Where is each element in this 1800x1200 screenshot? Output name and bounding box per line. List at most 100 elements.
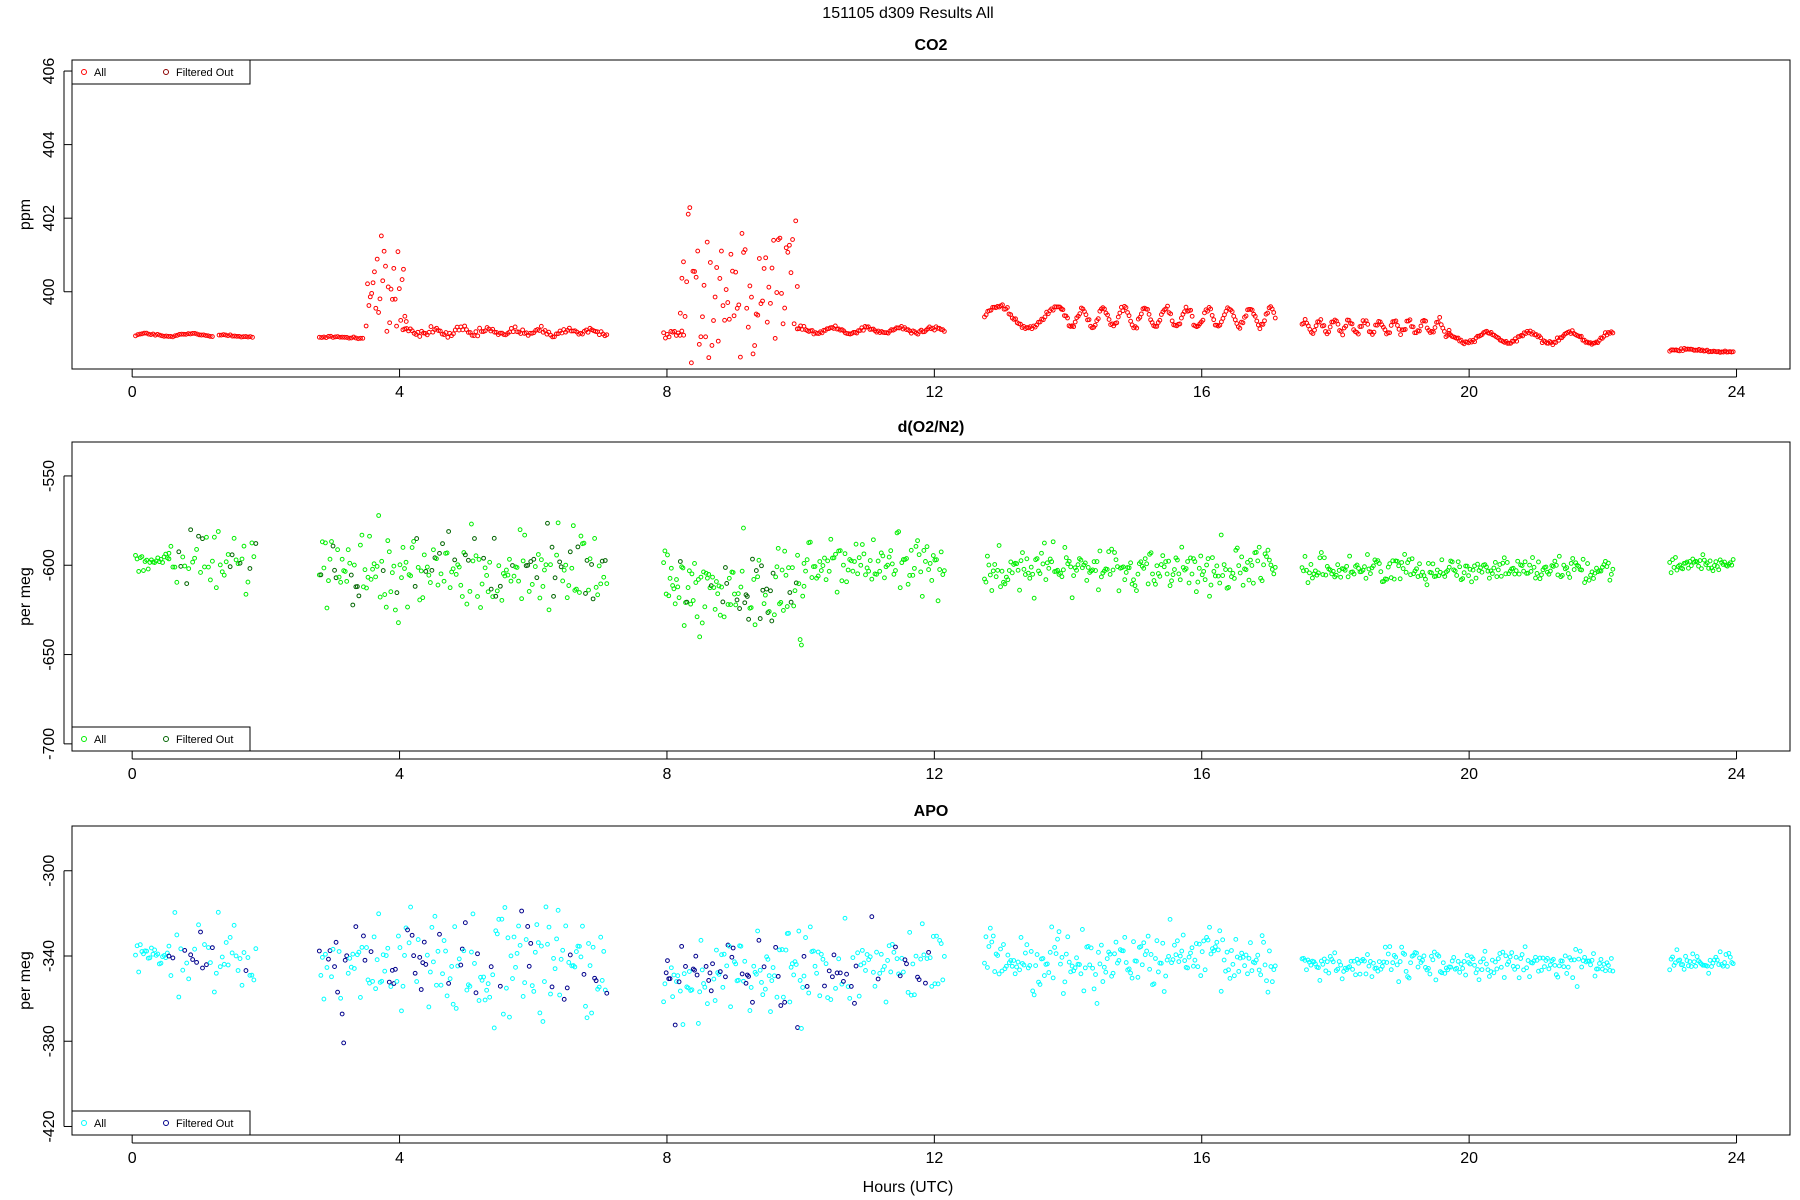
data-point xyxy=(318,973,324,978)
data-point xyxy=(411,539,417,544)
data-point xyxy=(1726,950,1732,956)
data-point xyxy=(1173,952,1179,958)
data-point xyxy=(1255,558,1261,564)
data-point xyxy=(1673,555,1678,560)
data-point xyxy=(461,948,467,954)
data-point xyxy=(558,956,564,962)
data-point xyxy=(208,960,213,965)
data-point xyxy=(1527,562,1532,568)
data-point xyxy=(1060,991,1066,996)
filtered-point xyxy=(344,953,350,959)
data-point xyxy=(190,331,196,336)
data-point xyxy=(400,983,406,989)
data-point xyxy=(1512,966,1518,972)
data-point xyxy=(225,962,231,968)
data-point xyxy=(716,583,722,589)
data-point xyxy=(1379,964,1385,969)
data-point xyxy=(1208,306,1214,312)
data-point xyxy=(1142,556,1148,561)
data-point xyxy=(555,907,561,913)
data-point xyxy=(1229,948,1234,953)
filtered-point xyxy=(452,557,458,563)
data-point xyxy=(172,564,178,570)
data-point xyxy=(1540,955,1546,961)
data-point xyxy=(178,946,184,952)
data-point xyxy=(1399,327,1405,333)
data-point xyxy=(1068,969,1074,975)
data-point xyxy=(726,575,732,581)
legend-entry: All xyxy=(94,734,106,746)
data-point xyxy=(168,543,174,549)
y-axis-label: per meg xyxy=(17,567,34,626)
data-point xyxy=(205,333,211,339)
data-point xyxy=(1591,576,1596,581)
data-point xyxy=(1503,571,1509,577)
filtered-point xyxy=(826,968,832,974)
data-point xyxy=(522,980,528,986)
data-point xyxy=(505,935,511,941)
data-point xyxy=(735,977,741,983)
data-point xyxy=(379,978,385,984)
data-point xyxy=(233,557,239,563)
filtered-point xyxy=(332,567,337,573)
data-point xyxy=(701,282,707,288)
data-point xyxy=(1494,574,1500,580)
data-point xyxy=(1071,573,1077,579)
data-point xyxy=(1269,979,1275,985)
data-point xyxy=(770,965,776,970)
data-point xyxy=(1374,322,1380,328)
data-point xyxy=(1536,559,1541,565)
data-point xyxy=(452,924,458,930)
data-point xyxy=(235,561,241,567)
data-point xyxy=(1112,550,1117,555)
data-point xyxy=(1608,956,1614,961)
data-point xyxy=(1686,565,1691,571)
data-point xyxy=(1094,559,1100,564)
data-point xyxy=(783,245,789,251)
data-point xyxy=(1686,963,1691,969)
data-point xyxy=(1091,559,1097,565)
data-point xyxy=(508,578,514,584)
data-point xyxy=(345,547,351,553)
data-point xyxy=(534,922,540,927)
data-point xyxy=(1333,572,1339,578)
data-point xyxy=(1348,958,1354,964)
data-point xyxy=(1245,971,1250,977)
data-point xyxy=(213,585,219,591)
data-point xyxy=(891,571,897,577)
data-point xyxy=(523,937,529,942)
data-point xyxy=(1487,974,1492,979)
data-point xyxy=(1256,967,1262,973)
data-point xyxy=(791,972,797,978)
data-point xyxy=(1040,956,1046,961)
data-point xyxy=(1455,958,1461,964)
data-point xyxy=(324,605,330,611)
data-point xyxy=(666,334,672,340)
filtered-point xyxy=(853,963,859,969)
data-point xyxy=(801,973,807,979)
data-point xyxy=(385,538,391,544)
data-point xyxy=(327,556,333,562)
data-point xyxy=(772,335,778,341)
data-point xyxy=(1249,968,1255,974)
data-point xyxy=(780,994,786,1000)
data-point xyxy=(738,943,744,949)
plot-frame xyxy=(71,59,1791,370)
data-point xyxy=(183,331,189,337)
data-point xyxy=(1094,1001,1100,1006)
data-point xyxy=(1180,932,1186,938)
data-point xyxy=(1037,571,1043,576)
data-point xyxy=(1034,952,1040,957)
data-point xyxy=(1084,577,1090,583)
data-point xyxy=(1564,971,1570,976)
filtered-point xyxy=(176,549,182,555)
data-point xyxy=(1267,557,1272,563)
data-point xyxy=(1234,954,1240,960)
data-point xyxy=(241,950,247,955)
data-point xyxy=(1063,951,1069,957)
data-point xyxy=(1414,950,1419,956)
data-point xyxy=(1265,310,1270,316)
data-point xyxy=(1259,933,1265,939)
data-point xyxy=(1113,939,1119,945)
